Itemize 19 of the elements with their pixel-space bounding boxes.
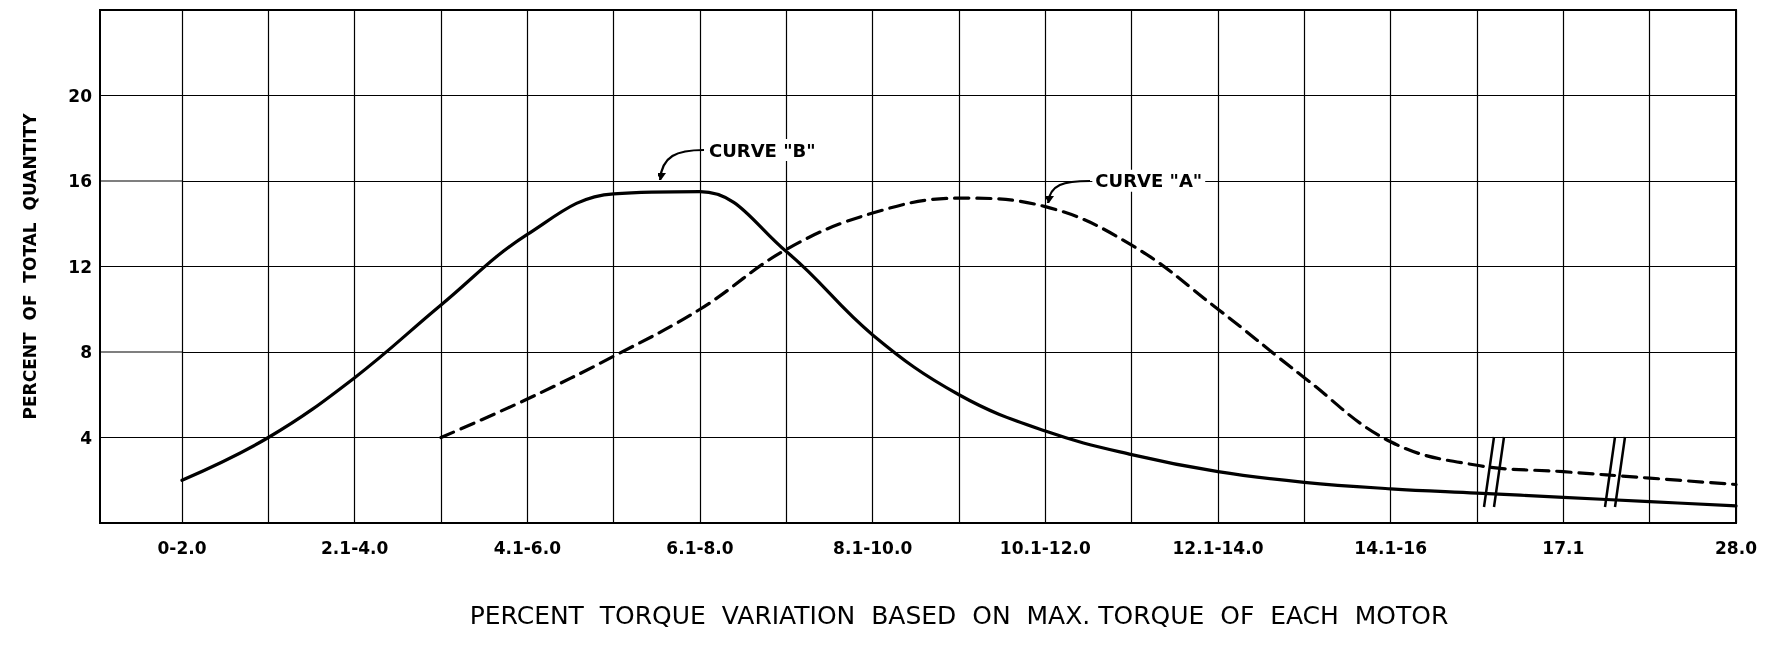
y-tick-label: 16 <box>68 171 92 191</box>
y-tick-label: 12 <box>68 256 92 277</box>
x-tick-label: 10.1-12.0 <box>999 537 1091 558</box>
y-tick-label: 20 <box>68 85 93 106</box>
y-tick-label: 8 <box>80 342 92 362</box>
x-axis-title: PERCENT TORQUE VARIATION BASED ON MAX. TORQUE OF EACH MOTOR <box>469 601 1449 630</box>
x-tick-label: 4.1-6.0 <box>493 537 562 558</box>
x-tick-label: 12.1-14.0 <box>1172 537 1264 558</box>
x-tick-label: 0-2.0 <box>157 537 207 558</box>
x-tick-label: 6.1-8.0 <box>666 537 734 558</box>
y-tick-label: 4 <box>80 427 93 448</box>
x-tick-label: 14.1-16 <box>1354 537 1427 558</box>
annotation: CURVE "B" <box>709 139 816 161</box>
x-tick-label: 2.1-4.0 <box>321 537 389 558</box>
y-axis-title: PERCENT OF TOTAL QUANTITY <box>19 112 40 420</box>
x-tick-label: 17.1 <box>1542 537 1585 558</box>
x-tick-label: 28.0 <box>1715 537 1758 558</box>
x-tick-label: 8.1-10.0 <box>833 537 913 558</box>
annotation: CURVE "A" <box>1095 170 1203 192</box>
